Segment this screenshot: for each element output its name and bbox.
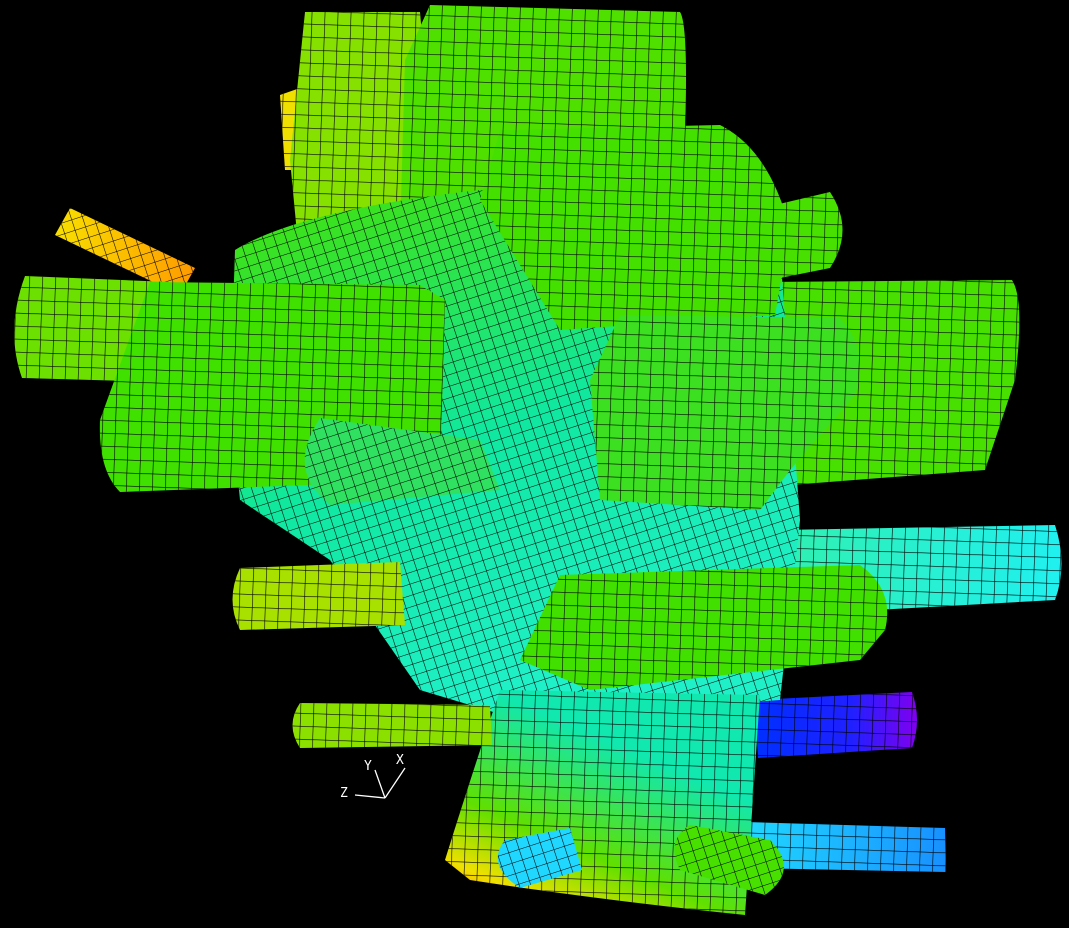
axis-triad — [354, 767, 406, 799]
rod-left-middle — [232, 562, 405, 630]
block-upper-center — [480, 125, 790, 330]
cylinder-right-upper — [775, 192, 843, 278]
cylinder-center-left — [304, 418, 500, 505]
rod-bottom-right — [674, 825, 784, 895]
triad-label-x: X — [396, 753, 404, 768]
triad-lines — [354, 767, 406, 799]
block-right-middle — [590, 315, 860, 510]
triad-label-z: Z — [340, 786, 348, 801]
rod-left-lower — [292, 703, 492, 748]
bottom-body — [445, 690, 760, 915]
triad-label-y: Y — [364, 759, 372, 774]
rod-light-blue — [745, 822, 946, 872]
rod-upper-left — [55, 208, 195, 295]
cylinder-cyan-small — [497, 828, 582, 888]
block-lower — [520, 565, 888, 690]
rod-blue — [755, 692, 917, 758]
